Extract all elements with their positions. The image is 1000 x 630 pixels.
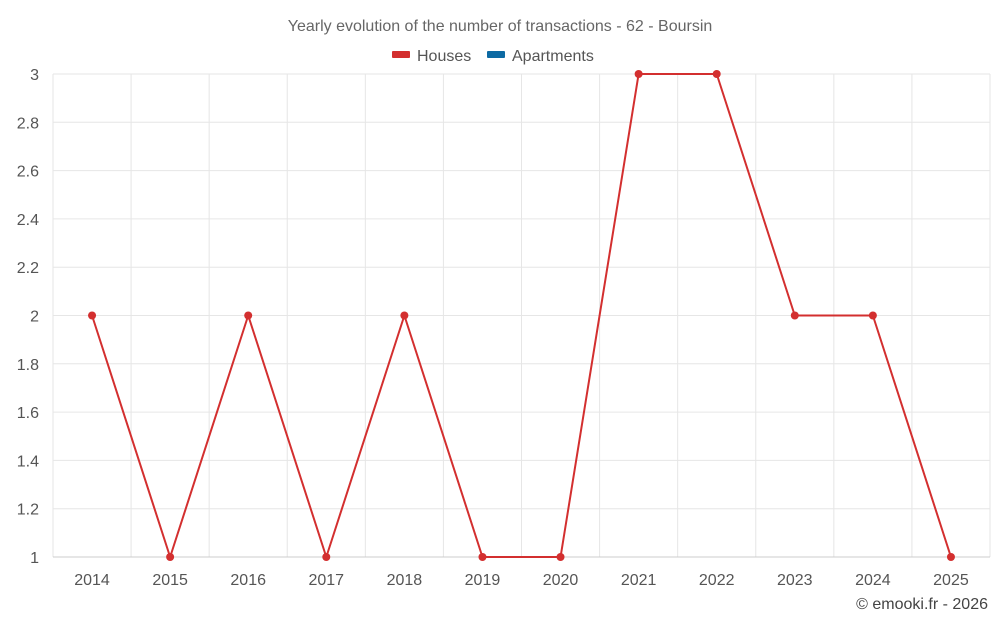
legend-label-apartments: Apartments — [512, 48, 594, 65]
legend-swatch-apartments — [487, 51, 505, 58]
x-tick-label: 2025 — [933, 572, 969, 589]
y-tick-label: 1.2 — [17, 502, 39, 519]
data-point[interactable] — [634, 70, 643, 78]
x-tick-label: 2024 — [855, 572, 891, 589]
legend-item-apartments[interactable]: Apartments — [487, 48, 594, 65]
y-tick-label: 2.6 — [17, 164, 39, 181]
x-tick-label: 2016 — [230, 572, 266, 589]
series — [88, 70, 955, 561]
chart-title: Yearly evolution of the number of transa… — [288, 18, 713, 35]
data-point[interactable] — [868, 311, 877, 320]
x-tick-label: 2022 — [699, 572, 735, 589]
data-point[interactable] — [244, 311, 253, 320]
x-tick-label: 2017 — [308, 572, 344, 589]
y-tick-label: 2.8 — [17, 115, 39, 132]
y-tick-label: 1.6 — [17, 405, 39, 422]
y-tick-label: 1.8 — [17, 357, 39, 374]
data-point[interactable] — [322, 553, 331, 561]
x-tick-label: 2015 — [152, 572, 188, 589]
y-tick-label: 1.4 — [17, 453, 39, 470]
y-tick-label: 3 — [30, 67, 39, 84]
data-point[interactable] — [556, 553, 565, 561]
legend-label-houses: Houses — [417, 48, 471, 65]
x-tick-label: 2018 — [387, 572, 423, 589]
legend: Houses Apartments — [392, 48, 594, 65]
y-tick-label: 2.2 — [17, 260, 39, 277]
credit-text: © emooki.fr - 2026 — [856, 596, 988, 613]
data-point[interactable] — [478, 553, 487, 561]
y-tick-label: 2 — [30, 309, 39, 326]
axes: 1 1.2 1.4 1.6 1.8 2 2.2 2.4 2.6 2.8 3 2014 2015 2016 2… — [17, 67, 990, 589]
data-point[interactable] — [166, 553, 175, 561]
data-point[interactable] — [400, 311, 409, 320]
data-point[interactable] — [946, 553, 955, 561]
y-tick-label: 2.4 — [17, 212, 39, 229]
data-point[interactable] — [790, 311, 799, 320]
legend-item-houses[interactable]: Houses — [392, 48, 471, 65]
data-point[interactable] — [712, 70, 721, 78]
series-line-houses — [91, 73, 952, 558]
x-tick-label: 2020 — [543, 572, 579, 589]
x-tick-label: 2021 — [621, 572, 657, 589]
x-tick-label: 2014 — [74, 572, 110, 589]
y-tick-label: 1 — [30, 550, 39, 567]
x-tick-label: 2023 — [777, 572, 813, 589]
data-point[interactable] — [88, 311, 97, 320]
x-tick-label: 2019 — [465, 572, 501, 589]
legend-swatch-houses — [392, 51, 410, 58]
